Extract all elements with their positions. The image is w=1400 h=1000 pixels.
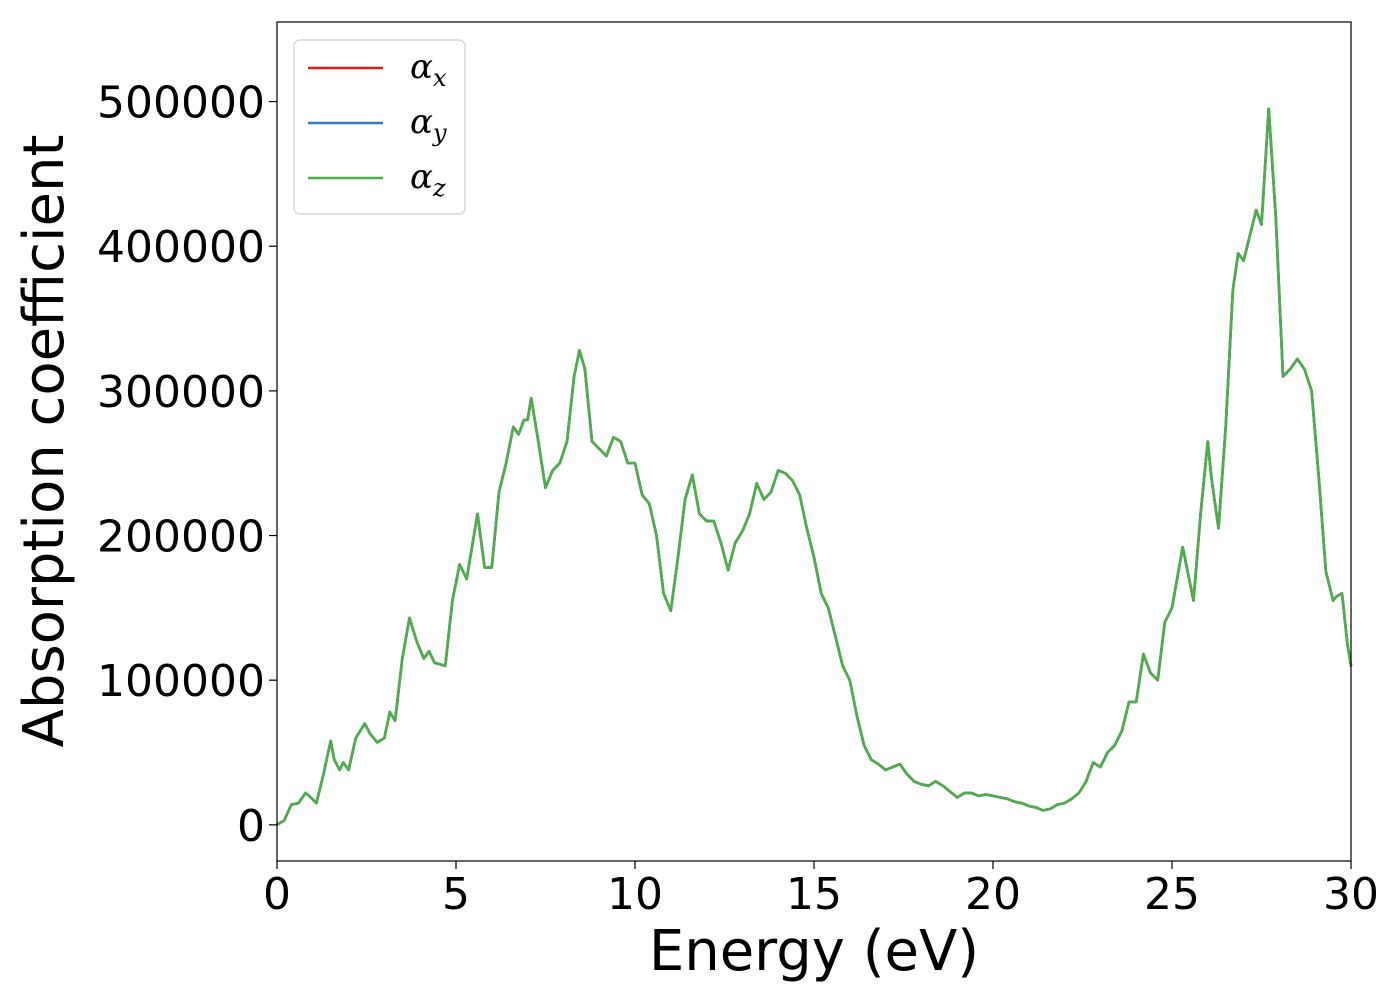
y-tick-label: 0 [237,801,265,852]
y-tick-label: 100000 [97,656,265,707]
x-tick-label: 0 [263,869,291,920]
x-tick-label: 30 [1323,869,1379,920]
y-tick-label: 200000 [97,512,265,563]
x-tick-label: 5 [442,869,470,920]
x-tick-label: 10 [607,869,663,920]
y-tick-label: 300000 [97,367,265,418]
legend-label-z: αz [410,157,446,202]
y-tick-label: 400000 [97,222,265,273]
legend-label-y: αy [410,102,447,147]
series-line-z [275,107,1353,827]
y-axis-label: Absorption coefficient [12,135,77,748]
x-tick-label: 15 [786,869,842,920]
series-lines [275,107,1353,827]
y-axis-ticks: 0 100000 200000 300000 400000 500000 [97,78,277,852]
y-tick-label: 500000 [97,78,265,129]
legend-box [293,39,466,215]
x-tick-label: 20 [965,869,1021,920]
legend-label-x: αx [410,47,447,92]
x-axis-label: Energy (eV) [649,919,979,984]
legend: αx αy αz [293,39,466,215]
x-axis-ticks: 0 5 10 15 20 25 30 [263,861,1379,920]
x-tick-label: 25 [1144,869,1200,920]
